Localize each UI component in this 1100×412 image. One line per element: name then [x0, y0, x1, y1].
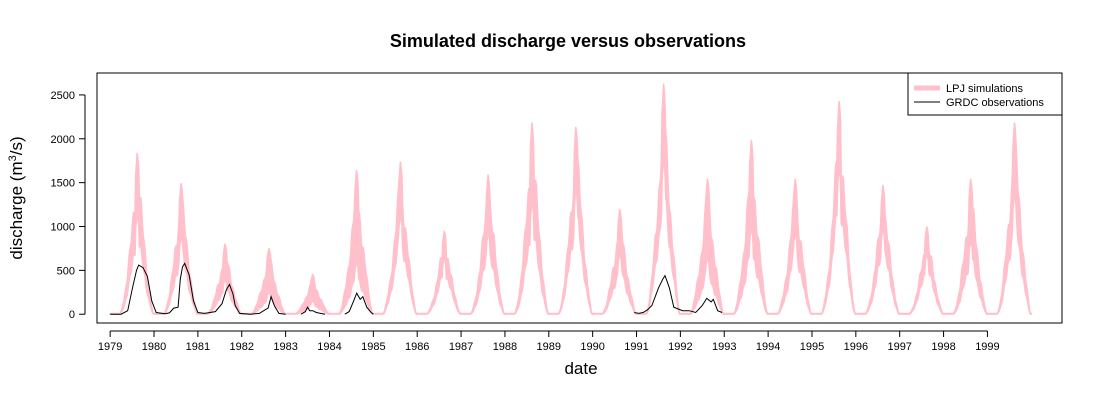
x-tick-label: 1990	[580, 341, 604, 353]
x-tick-label: 1989	[537, 341, 561, 353]
x-tick-label: 1986	[405, 341, 429, 353]
simulation-band-1980	[153, 182, 199, 315]
y-axis-label: discharge (m3/s)	[7, 136, 26, 259]
legend: LPJ simulations GRDC observations	[907, 72, 1063, 116]
observation-line-segment-3	[344, 292, 374, 315]
observation-line-layer	[110, 262, 723, 315]
simulation-band-1993	[723, 139, 769, 315]
x-tick-label: 1979	[98, 341, 122, 353]
simulation-band-1982	[240, 247, 287, 315]
simulation-band-1985	[372, 161, 419, 315]
y-axis: 0 500 1000 1500 2000 2500	[51, 90, 86, 321]
observation-line-segment-4	[634, 274, 723, 314]
x-tick-label: 1987	[449, 341, 473, 353]
simulation-band-1990	[591, 208, 638, 315]
simulation-band-1987	[460, 174, 506, 315]
x-tick-label: 1980	[142, 341, 166, 353]
x-tick-label: 1994	[756, 341, 780, 353]
simulation-band-layer	[109, 83, 1033, 315]
simulation-band-1992	[679, 178, 726, 315]
simulation-band-1997	[898, 226, 945, 315]
observation-line-segment-2	[300, 306, 326, 315]
x-tick-label: 1991	[624, 341, 648, 353]
x-tick-label: 1996	[844, 341, 868, 353]
legend-label-observations: GRDC observations	[946, 97, 1044, 109]
simulation-band-1989	[547, 126, 594, 315]
simulation-band-1995	[811, 100, 857, 315]
x-tick-label: 1983	[273, 341, 297, 353]
simulation-band-1999	[986, 122, 1033, 315]
simulation-band-1998	[942, 178, 989, 315]
x-tick-label: 1982	[230, 341, 254, 353]
simulation-band-1984	[328, 169, 375, 315]
x-tick-label: 1998	[931, 341, 955, 353]
y-tick-label: 2500	[51, 90, 75, 102]
y-tick-label: 2000	[51, 134, 75, 146]
x-tick-label: 1995	[800, 341, 824, 353]
x-tick-label: 1981	[186, 341, 210, 353]
simulation-band-1986	[416, 230, 462, 315]
x-tick-label: 1985	[361, 341, 385, 353]
x-tick-label: 1988	[493, 341, 517, 353]
legend-label-simulations: LPJ simulations	[946, 83, 1024, 95]
x-tick-label: 1984	[317, 341, 341, 353]
simulation-band-1988	[504, 122, 550, 315]
plot-frame	[96, 72, 1063, 324]
y-tick-label: 500	[57, 265, 75, 277]
plot-area	[96, 72, 1063, 324]
y-tick-label: 1000	[51, 222, 75, 234]
x-axis: 1979 1980 1981 1982 1983 1984 1985 1986 1987 1988…	[98, 330, 1000, 353]
x-tick-label: 1999	[975, 341, 999, 353]
chart-title: Simulated discharge versus observations	[390, 31, 746, 51]
y-tick-label: 1500	[51, 178, 75, 190]
x-tick-label: 1993	[712, 341, 736, 353]
x-tick-label: 1992	[668, 341, 692, 353]
y-tick-label: 0	[69, 309, 75, 321]
simulation-band-1994	[767, 178, 813, 315]
legend-box	[907, 72, 1063, 116]
x-axis-label: date	[564, 359, 597, 378]
simulation-band-1991	[635, 83, 682, 315]
simulation-band-1996	[854, 184, 901, 315]
observation-line-segment-1	[110, 262, 286, 315]
x-tick-label: 1997	[887, 341, 911, 353]
